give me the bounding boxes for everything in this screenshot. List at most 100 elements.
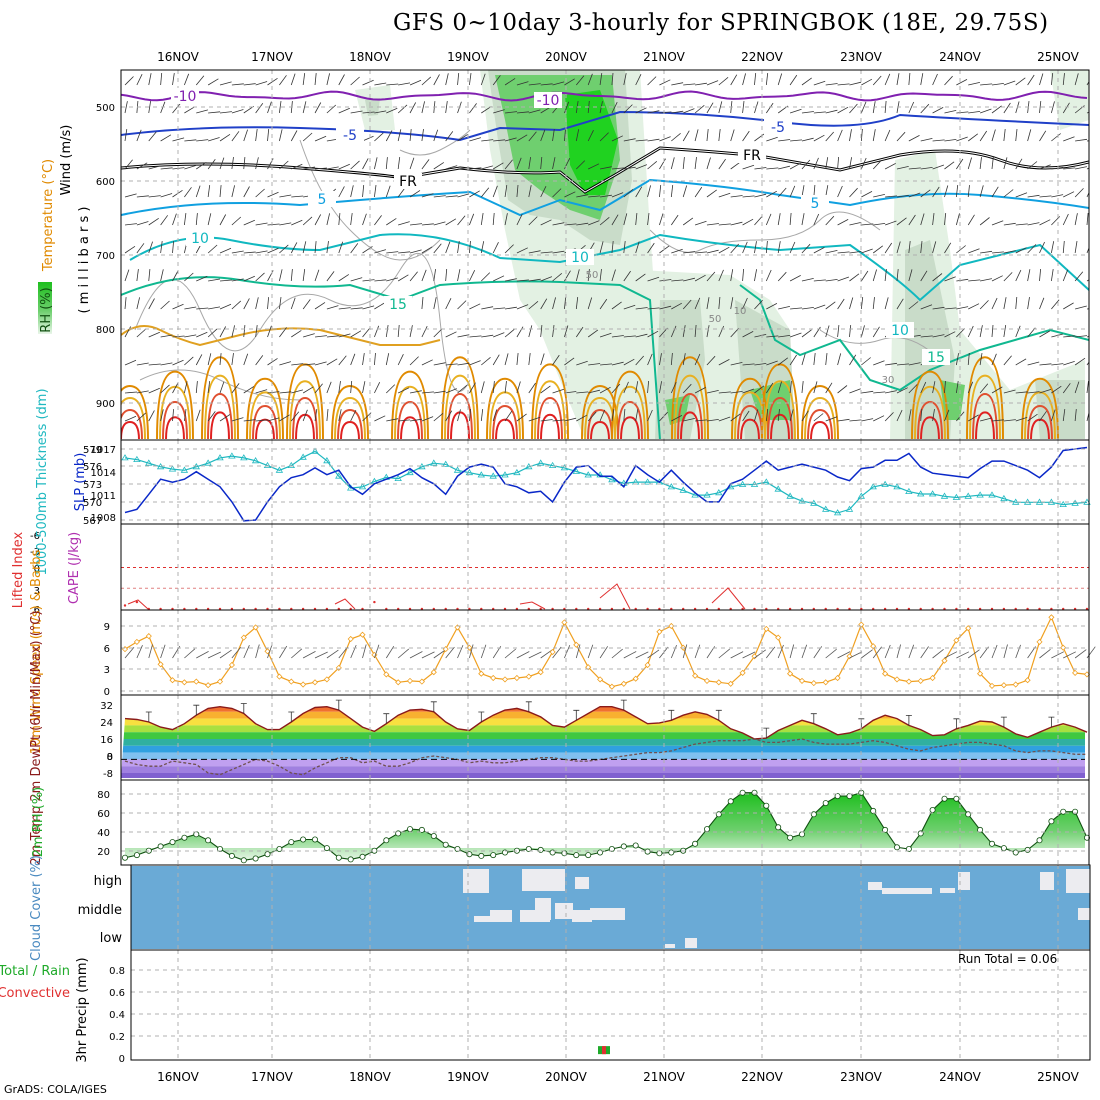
rh2m-point-49	[704, 826, 711, 833]
upper-barb-30-3	[481, 165, 494, 170]
upper-barb-39-12	[587, 411, 597, 422]
wind10m-point-31	[490, 674, 497, 682]
upper-barb-69-4	[944, 185, 949, 198]
upper-barb-34-10	[528, 353, 531, 366]
warm-arch-13-2	[737, 404, 763, 439]
upper-barb-10-5	[243, 219, 255, 226]
thickness-point-46	[667, 483, 676, 490]
upper-barb-11-8	[255, 297, 259, 310]
upper-barb-0-3	[124, 159, 133, 170]
wind10m-barb-35	[540, 649, 553, 659]
wind10m-point-14	[288, 678, 295, 685]
warm-arch-4-3	[295, 413, 315, 439]
upper-barb-66-11	[908, 384, 918, 394]
upper-barb-76-8	[1027, 297, 1030, 310]
wind10m-point-9	[228, 661, 235, 669]
upper-barb-40-2	[599, 132, 609, 142]
upper-barb-54-11	[765, 382, 774, 394]
upper-barb-74-8	[1003, 297, 1007, 310]
contour-label-bg-3	[764, 119, 792, 135]
upper-barb-79-5	[1062, 213, 1069, 226]
upper-barb-26-10	[433, 362, 446, 366]
upper-barb-3-2	[160, 134, 172, 142]
upper-barb-39-5	[588, 220, 600, 226]
wind10m-barb-57	[801, 644, 808, 659]
upper-barb-20-10	[362, 353, 365, 366]
upper-barb-62-2	[860, 128, 863, 142]
upper-barb-44-4	[647, 185, 651, 198]
upper-barb-52-8	[742, 297, 748, 310]
pressure-tick-3: 800	[96, 325, 115, 336]
upper-barb-23-12	[398, 419, 411, 422]
upper-barb-66-4	[908, 192, 921, 198]
wind-tick-0: 0	[104, 687, 110, 698]
upper-barb-35-4	[540, 186, 547, 198]
upper-barb-25-12	[421, 416, 434, 422]
upper-barb-54-1	[766, 102, 774, 114]
wind10m-barb-42	[623, 651, 637, 659]
upper-barb-22-1	[386, 107, 398, 114]
upper-barb-7-7	[208, 278, 221, 282]
upper-barb-32-7	[504, 278, 517, 282]
upper-barb-29-2	[469, 137, 482, 142]
upper-barb-58-1	[813, 111, 826, 114]
upper-barb-30-0	[480, 73, 486, 86]
thickness-point-0	[121, 454, 129, 461]
upper-barb-12-0	[267, 77, 278, 86]
upper-barb-16-5	[314, 214, 322, 226]
upper-barb-41-9	[611, 335, 624, 338]
upper-barb-60-5	[837, 219, 849, 226]
upper-barb-29-11	[469, 382, 476, 394]
wind10m-barb-13	[279, 645, 288, 659]
contour-label-4: FR	[399, 174, 417, 190]
upper-barb-77-5	[1039, 219, 1051, 226]
upper-barb-27-7	[445, 268, 448, 282]
upper-barb-67-4	[920, 189, 931, 198]
wind10m-barb-33	[516, 651, 530, 659]
upper-barb-51-7	[730, 269, 734, 282]
upper-barb-12-8	[267, 297, 269, 310]
upper-barb-52-12	[742, 410, 750, 422]
upper-barb-19-0	[350, 76, 360, 86]
wind10m-barb-55	[777, 644, 784, 659]
upper-barb-21-11	[374, 382, 381, 394]
rh2m-point-76	[1024, 846, 1031, 853]
wind10m-barb-72	[979, 646, 989, 659]
upper-barb-40-3	[599, 166, 612, 170]
upper-barb-47-1	[683, 108, 695, 114]
upper-barb-40-8	[599, 298, 608, 310]
upper-barb-29-1	[469, 103, 477, 114]
upper-barb-24-12	[409, 418, 422, 422]
wind10m-point-48	[692, 672, 699, 679]
upper-barb-80-6	[1074, 241, 1078, 254]
upper-barb-39-7	[587, 269, 590, 282]
upper-barb-10-10	[243, 353, 249, 366]
upper-barb-22-3	[385, 157, 388, 170]
wind10m-point-70	[953, 637, 960, 644]
cloud-block-16	[1078, 908, 1090, 920]
slp-tick-3: 1008	[91, 513, 116, 524]
upper-barb-36-11	[552, 388, 565, 394]
li-tick-2: 0	[34, 564, 40, 575]
upper-barb-17-1	[326, 104, 337, 114]
temp-whisker-30	[478, 711, 485, 722]
upper-barb-23-0	[398, 82, 411, 86]
upper-barb-50-2	[718, 129, 721, 142]
upper-barb-43-0	[635, 74, 642, 86]
upper-barb-19-9	[350, 330, 362, 338]
upper-barb-78-11	[1051, 385, 1062, 394]
upper-barb-34-8	[528, 300, 539, 310]
upper-barb-71-6	[968, 248, 980, 254]
cloud-block-7	[1040, 872, 1054, 890]
upper-barb-46-4	[670, 185, 674, 198]
upper-barb-73-11	[991, 386, 1003, 394]
upper-barb-10-4	[243, 186, 250, 198]
upper-barb-71-1	[968, 111, 981, 114]
upper-barb-2-0	[148, 73, 152, 86]
rh2m-line	[124, 792, 1088, 861]
upper-barb-76-11	[1027, 391, 1040, 394]
upper-barb-70-1	[956, 111, 969, 114]
wind10m-barb-67	[920, 646, 929, 659]
upper-barb-41-3	[611, 167, 624, 170]
wind10m-barb-10	[243, 645, 250, 659]
